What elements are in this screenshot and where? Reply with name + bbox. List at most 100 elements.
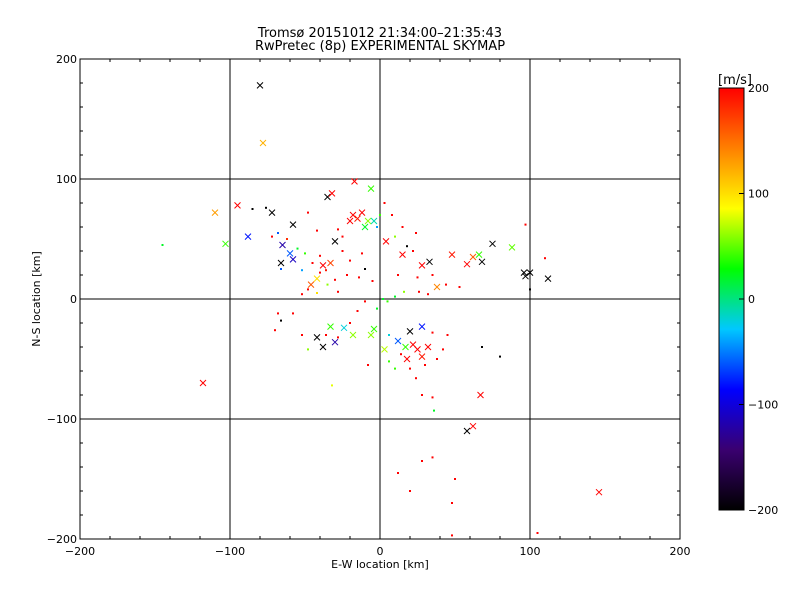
data-point-x (370, 217, 378, 225)
data-point-x (382, 238, 390, 245)
data-point-x (402, 343, 409, 351)
data-point-dot (388, 334, 390, 336)
data-point-dot (412, 250, 414, 252)
data-point-dot (386, 300, 389, 303)
data-point-dot (451, 534, 453, 537)
y-tick-label: −100 (47, 413, 77, 426)
colorbar-tick-label: 100 (748, 188, 769, 201)
data-point-dot (296, 247, 299, 250)
data-point-x (268, 209, 276, 216)
data-point-dot (356, 310, 359, 312)
data-point-dot (301, 269, 303, 272)
data-point-x (259, 139, 267, 147)
data-point-dot (436, 358, 438, 360)
data-point-dot (341, 250, 344, 252)
data-point-dot (499, 355, 501, 358)
data-points (161, 82, 603, 537)
x-tick-label: −100 (215, 545, 245, 558)
data-point-dot (446, 334, 449, 336)
data-point-dot (364, 300, 366, 303)
colorbar-unit-label: [m/s] (718, 73, 752, 88)
data-point-dot (406, 245, 408, 248)
data-point-dot (427, 293, 429, 296)
data-point-dot (536, 532, 539, 534)
data-point-x (409, 341, 417, 348)
data-point-x (364, 217, 372, 225)
data-point-dot (415, 377, 417, 380)
data-point-x (469, 422, 477, 430)
data-point-x (234, 202, 241, 209)
data-point-dot (376, 226, 378, 228)
data-point-x (256, 82, 264, 89)
data-point-dot (371, 280, 374, 282)
data-point-x (277, 259, 285, 267)
data-point-dot (481, 346, 483, 348)
data-point-x (424, 343, 432, 351)
data-point-dot (376, 307, 378, 310)
data-point-x (399, 251, 406, 258)
data-point-x (469, 253, 477, 261)
data-point-x (526, 269, 534, 276)
data-point-x (418, 323, 426, 330)
data-point-dot (394, 295, 396, 298)
data-point-x (222, 240, 229, 248)
data-point-x (324, 193, 331, 201)
data-point-dot (416, 276, 419, 279)
y-tick-label: 200 (56, 53, 77, 66)
data-point-dot (274, 329, 276, 332)
data-point-dot (316, 292, 318, 294)
colorbar-tick-label: 0 (748, 293, 755, 306)
data-point-x (361, 223, 369, 231)
data-point-x (351, 178, 358, 185)
x-tick-label: 0 (377, 545, 384, 558)
y-tick-label: 100 (56, 173, 77, 186)
data-point-dot (403, 290, 405, 293)
data-point-x (307, 281, 315, 288)
data-point-dot (397, 472, 399, 474)
data-point-dot (454, 478, 456, 480)
data-point-x (433, 283, 441, 291)
data-point-dot (325, 269, 327, 272)
data-point-dot (397, 274, 399, 276)
colorbar-tick-label: −100 (748, 399, 778, 412)
data-point-x (418, 262, 426, 269)
data-point-dot (421, 460, 423, 462)
data-point-dot (431, 396, 434, 399)
data-point-x (595, 488, 603, 496)
data-point-x (286, 250, 294, 257)
data-point-x (477, 391, 484, 399)
data-point-x (508, 244, 516, 251)
data-point-x (331, 338, 339, 346)
data-point-x (328, 190, 336, 197)
axis-ticks: −200 −100 0 100 200 −200 −100 0 100 200 (47, 53, 691, 558)
data-point-x (340, 324, 348, 332)
data-point-dot (319, 254, 321, 257)
data-point-dot (418, 290, 420, 293)
data-point-dot (529, 288, 531, 291)
data-point-dot (383, 202, 386, 204)
data-point-dot (301, 293, 303, 296)
data-point-x (544, 275, 552, 282)
data-point-x (354, 215, 361, 222)
chart-title: Tromsø 20151012 21:34:00–21:35:43 (257, 26, 503, 41)
data-point-x (199, 379, 207, 387)
data-point-dot (458, 286, 461, 288)
data-point-dot (349, 259, 351, 262)
x-tick-label: −200 (65, 545, 95, 558)
data-point-dot (431, 274, 434, 276)
data-point-dot (277, 232, 279, 234)
data-point-x (478, 258, 486, 266)
data-point-x (211, 209, 219, 216)
x-tick-label: 200 (670, 545, 691, 558)
data-point-x (279, 241, 286, 249)
data-point-x (426, 258, 433, 266)
data-point-x (475, 251, 483, 258)
data-point-dot (286, 238, 288, 240)
data-point-dot (451, 502, 453, 504)
x-tick-label: 100 (520, 545, 541, 558)
data-point-dot (379, 214, 381, 216)
y-axis-label: N-S location [km] (30, 251, 43, 347)
data-point-dot (524, 223, 527, 226)
